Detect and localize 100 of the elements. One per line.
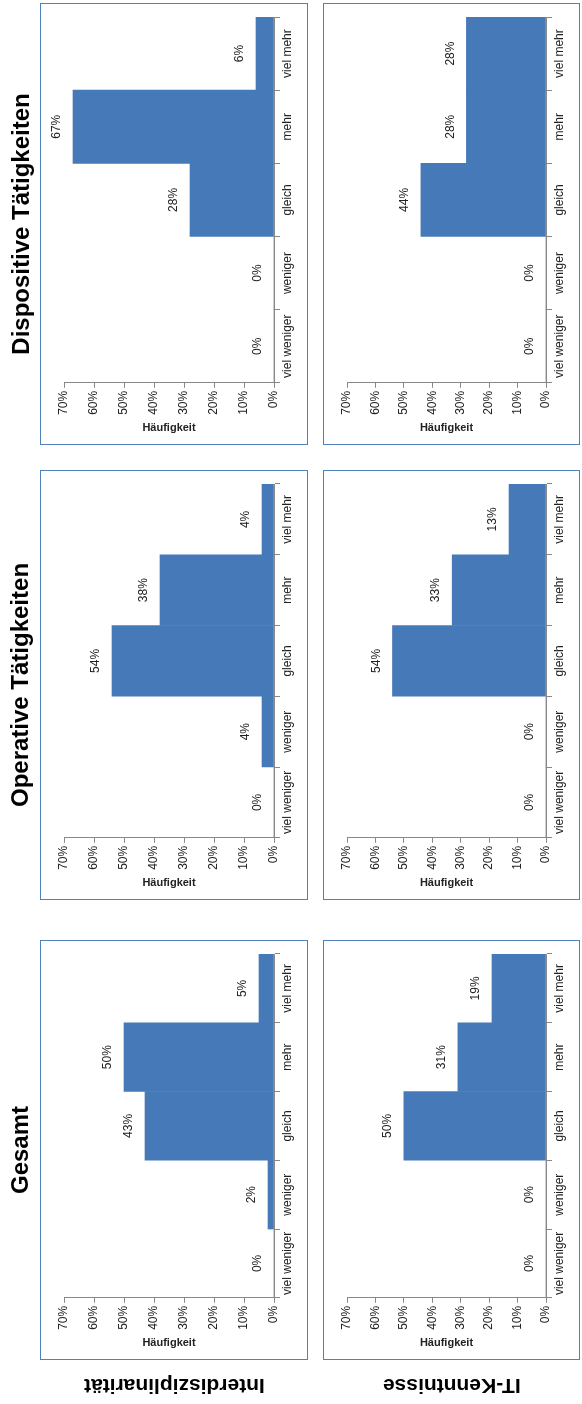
- y-tick-label: mehr: [280, 113, 295, 141]
- x-tick-label: 70%: [56, 390, 71, 415]
- y-tick-label: weniger: [280, 710, 295, 754]
- y-tick-label: weniger: [280, 252, 295, 296]
- y-tick-label: viel weniger: [552, 1231, 567, 1296]
- y-tick-label: viel mehr: [280, 495, 295, 544]
- x-tick-label: 30%: [453, 1305, 468, 1330]
- data-label: 50%: [100, 1044, 115, 1070]
- y-tick-label: weniger: [280, 1173, 295, 1217]
- x-tick-label: 40%: [424, 845, 439, 870]
- data-label: 50%: [380, 1113, 395, 1138]
- text: Gesamt: [6, 1105, 34, 1195]
- y-tick-label: mehr: [552, 576, 567, 604]
- text: Operative Tätigkeiten: [6, 562, 35, 808]
- x-tick-label: 60%: [367, 845, 382, 870]
- x-tick-label: 60%: [367, 1305, 382, 1330]
- x-tick-label: 50%: [396, 1305, 411, 1330]
- y-tick-label: viel mehr: [552, 964, 567, 1013]
- x-tick-label: 10%: [236, 1305, 251, 1330]
- x-axis-title: Häufigkeit: [142, 876, 196, 889]
- x-tick-label: 60%: [367, 390, 382, 415]
- x-tick-label: 10%: [236, 845, 251, 870]
- data-label: 4%: [238, 510, 253, 529]
- x-tick-label: 60%: [86, 390, 101, 415]
- data-label: 44%: [397, 187, 412, 212]
- x-tick-label: 50%: [116, 845, 131, 870]
- x-tick-label: 40%: [424, 1305, 439, 1330]
- data-label: 38%: [136, 577, 151, 603]
- data-label: 0%: [250, 337, 265, 355]
- x-tick-label: 40%: [146, 390, 161, 415]
- x-tick-label: 70%: [56, 845, 71, 870]
- x-tick-label: 20%: [206, 845, 221, 870]
- x-tick-label: 70%: [56, 1305, 71, 1330]
- data-label: 28%: [442, 41, 457, 66]
- x-tick-label: 40%: [424, 390, 439, 415]
- data-label: 0%: [522, 264, 537, 282]
- y-tick-label: weniger: [552, 1173, 567, 1217]
- x-tick-label: 20%: [206, 390, 221, 415]
- x-axis-title: Häufigkeit: [142, 1336, 196, 1349]
- x-tick-label: 50%: [116, 1305, 131, 1330]
- y-tick-label: gleich: [552, 184, 567, 216]
- data-label: 13%: [485, 507, 500, 532]
- y-tick-label: gleich: [280, 1110, 295, 1142]
- y-tick-label: gleich: [280, 184, 295, 216]
- x-tick-label: 0%: [538, 1305, 553, 1324]
- x-tick-label: 70%: [339, 845, 354, 870]
- data-label: 4%: [238, 722, 253, 741]
- data-label: 67%: [49, 114, 64, 139]
- y-tick-label: viel weniger: [280, 1231, 295, 1296]
- x-tick-label: 70%: [339, 390, 354, 415]
- data-label: 0%: [250, 264, 265, 282]
- x-axis-title: Häufigkeit: [419, 421, 474, 434]
- y-tick-label: viel mehr: [552, 495, 567, 544]
- data-label: 6%: [232, 44, 247, 63]
- x-tick-label: 10%: [509, 845, 524, 870]
- y-tick-label: mehr: [280, 1043, 295, 1071]
- data-label: 0%: [522, 793, 537, 812]
- y-tick-label: viel weniger: [552, 314, 567, 378]
- x-tick-label: 30%: [453, 390, 468, 415]
- data-label: 0%: [250, 1254, 265, 1273]
- y-tick-label: gleich: [280, 645, 295, 677]
- x-tick-label: 20%: [481, 845, 496, 870]
- data-label: 2%: [244, 1185, 259, 1204]
- x-tick-label: 50%: [396, 845, 411, 870]
- y-tick-label: viel mehr: [552, 29, 567, 78]
- x-tick-label: 20%: [481, 390, 496, 415]
- x-tick-label: 0%: [538, 390, 553, 409]
- x-tick-label: 30%: [176, 390, 191, 415]
- text: Interdisziplinarität: [83, 1374, 265, 1398]
- y-tick-label: mehr: [552, 113, 567, 141]
- data-label: 5%: [235, 979, 250, 998]
- x-tick-label: 70%: [339, 1305, 354, 1330]
- x-tick-label: 30%: [453, 845, 468, 870]
- x-tick-label: 0%: [266, 390, 281, 409]
- y-tick-label: viel weniger: [280, 770, 295, 835]
- x-tick-label: 50%: [116, 390, 131, 415]
- data-label: 54%: [368, 648, 383, 673]
- y-tick-label: viel mehr: [280, 29, 295, 78]
- x-tick-label: 30%: [176, 845, 191, 870]
- data-label: 54%: [88, 648, 103, 673]
- y-tick-label: gleich: [552, 645, 567, 677]
- x-tick-label: 50%: [396, 390, 411, 415]
- x-tick-label: 40%: [146, 1305, 161, 1330]
- x-axis-title: Häufigkeit: [419, 1336, 474, 1349]
- x-tick-label: 20%: [206, 1305, 221, 1330]
- data-label: 0%: [522, 722, 537, 741]
- data-label: 0%: [522, 337, 537, 355]
- y-tick-label: gleich: [552, 1110, 567, 1142]
- y-tick-label: viel mehr: [280, 964, 295, 1013]
- x-tick-label: 10%: [236, 390, 251, 415]
- data-label: 0%: [522, 1254, 537, 1273]
- y-tick-label: viel weniger: [280, 314, 295, 378]
- text: Dispositive Tätigkeiten: [6, 93, 35, 355]
- data-label: 0%: [522, 1185, 537, 1204]
- x-tick-label: 60%: [86, 1305, 101, 1330]
- x-tick-label: 0%: [266, 845, 281, 864]
- data-label: 43%: [121, 1113, 136, 1138]
- data-label: 31%: [434, 1044, 449, 1070]
- x-axis-title: Häufigkeit: [419, 876, 474, 889]
- x-tick-label: 30%: [176, 1305, 191, 1330]
